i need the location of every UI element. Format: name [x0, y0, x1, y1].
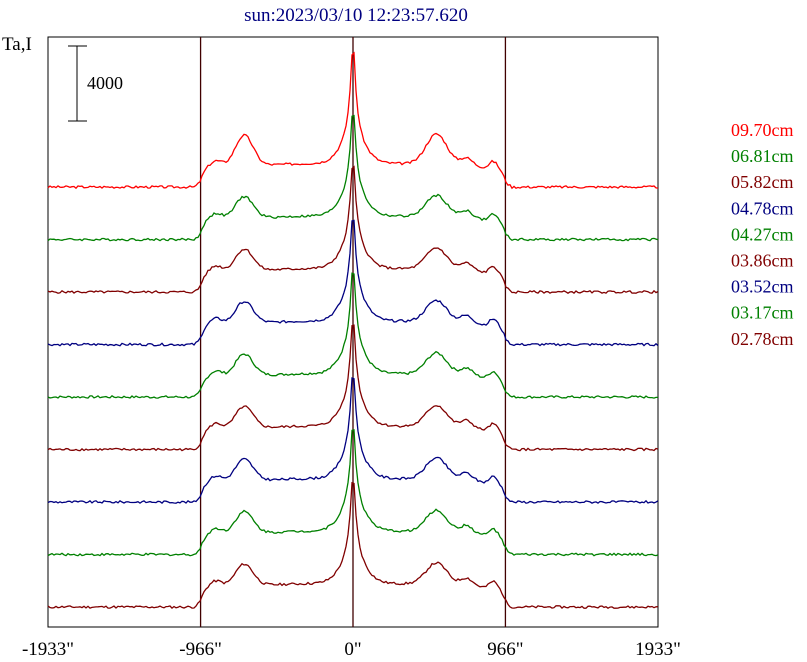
- legend-entry: 03.17cm: [731, 303, 794, 323]
- series-line-0317cm: [47, 429, 659, 557]
- legend-entry: 05.82cm: [731, 172, 794, 192]
- series-line-0427cm: [47, 272, 658, 399]
- chart-title: sun:2023/03/10 12:23:57.620: [244, 5, 468, 26]
- x-tick-label: 1933": [635, 639, 681, 660]
- legend-entry: 04.78cm: [731, 198, 794, 218]
- x-tick-label: -1933": [22, 639, 74, 660]
- legend-entry: 03.52cm: [731, 277, 794, 297]
- x-tick-label: 0": [344, 639, 361, 660]
- series-line-0352cm: [47, 377, 659, 504]
- series-line-0278cm: [47, 481, 659, 610]
- x-tick-labels: -1933" -966" 0" 966" 1933": [22, 639, 681, 660]
- series-line-0681cm: [47, 114, 659, 242]
- scale-bar: 4000: [68, 45, 123, 122]
- vertical-lines: [199, 37, 507, 627]
- y-axis-label: Ta,I: [2, 34, 32, 55]
- series-line-0970cm: [47, 51, 659, 190]
- series-line-0582cm: [47, 165, 659, 294]
- legend-entry: 02.78cm: [731, 329, 794, 349]
- legend-entry: 06.81cm: [731, 146, 794, 166]
- x-tick-label: -966": [179, 639, 222, 660]
- series-line-0386cm: [47, 324, 659, 452]
- legend-entry: 04.27cm: [731, 224, 794, 244]
- series-line-0478cm: [47, 219, 659, 347]
- legend-entry: 03.86cm: [731, 251, 794, 271]
- x-tick-label: 966": [487, 639, 523, 660]
- scale-bar-label: 4000: [87, 73, 123, 93]
- series-lines: [47, 51, 659, 610]
- legend: 09.70cm 06.81cm 05.82cm 04.78cm 04.27cm 03.86…: [731, 120, 794, 349]
- legend-entry: 09.70cm: [731, 120, 794, 140]
